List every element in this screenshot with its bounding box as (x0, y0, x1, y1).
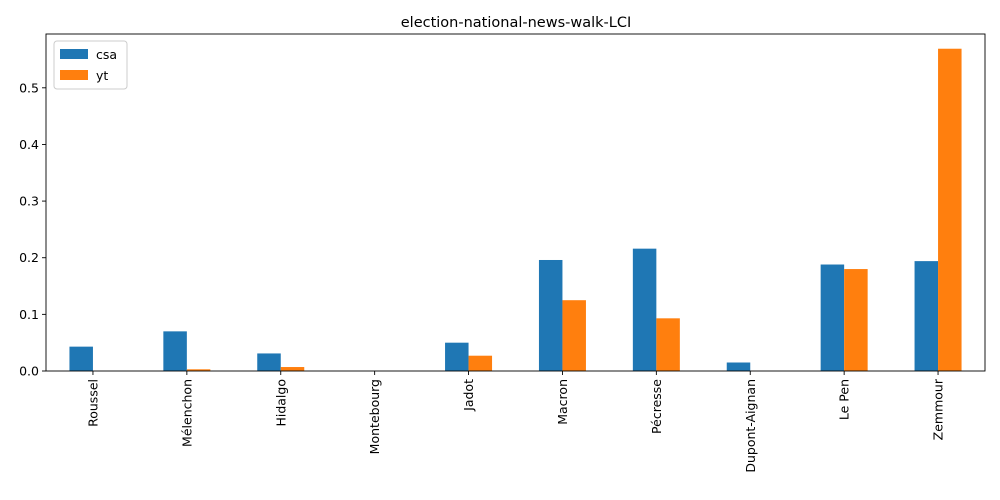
x-tick-label-1: Mélenchon (179, 379, 194, 447)
bar-yt-2 (280, 367, 305, 371)
x-tick-label-0: Roussel (85, 379, 100, 427)
x-tick-label-6: Pécresse (649, 379, 664, 434)
plot-frame (45, 33, 986, 372)
bar-csa-4 (445, 342, 469, 371)
bar-yt-6 (656, 318, 680, 371)
bar-csa-1 (163, 331, 187, 371)
bar-csa-9 (914, 261, 939, 371)
x-tick-label-3: Montebourg (367, 379, 382, 454)
x-tick-label-5: Macron (555, 379, 570, 425)
legend-swatch-yt (60, 70, 88, 80)
y-tick-label-3: 0.3 (19, 194, 39, 209)
bar-yt-5 (562, 300, 586, 371)
y-tick-label-5: 0.5 (19, 80, 39, 95)
bar-yt-4 (468, 355, 493, 371)
bar-yt-1 (186, 369, 211, 371)
y-tick-label-0: 0.0 (19, 364, 39, 379)
bar-csa-0 (69, 346, 93, 371)
bar-yt-9 (938, 48, 962, 372)
y-tick-label-2: 0.2 (19, 250, 39, 265)
y-tick-label-1: 0.1 (19, 307, 39, 322)
x-tick-label-2: Hidalgo (273, 379, 288, 427)
bars-layer (69, 48, 962, 372)
y-tick-label-4: 0.4 (19, 137, 39, 152)
x-tick-label-4: Jadot (461, 379, 476, 412)
legend: csa yt (53, 40, 128, 90)
legend-label-yt: yt (96, 68, 108, 83)
bar-csa-7 (726, 362, 751, 371)
x-tick-label-8: Le Pen (837, 379, 852, 420)
legend-swatch-csa (60, 49, 88, 59)
axes-layer: 0.0 0.1 0.2 0.3 0.4 0.5 Roussel Mélenchon Hidalg… (19, 33, 986, 473)
x-tick-label-7: Dupont-Aignan (743, 379, 758, 473)
bar-csa-5 (538, 259, 563, 371)
bar-csa-2 (257, 353, 281, 371)
bar-yt-8 (844, 269, 868, 371)
legend-label-csa: csa (96, 47, 117, 62)
x-tick-label-9: Zemmour (931, 378, 946, 440)
bar-csa-6 (632, 248, 657, 371)
chart-title: election-national-news-walk-LCI (401, 15, 632, 31)
bar-csa-8 (820, 264, 845, 371)
